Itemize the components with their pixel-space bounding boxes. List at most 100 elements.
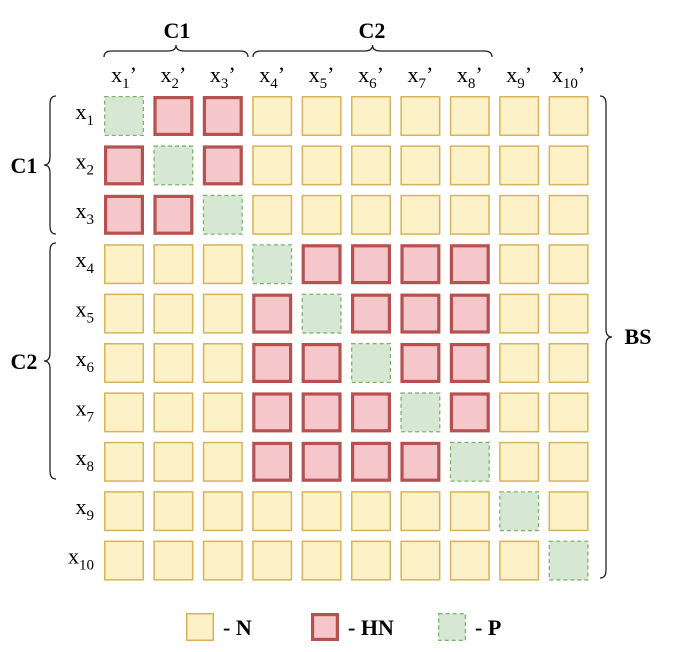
cell [104, 343, 144, 383]
axis-label: x5’ [309, 62, 335, 92]
brace [43, 242, 57, 480]
cell [301, 343, 342, 384]
cell [301, 194, 342, 235]
cell [400, 96, 441, 136]
group-label: C2 [359, 18, 386, 43]
label-base: x [552, 62, 563, 87]
cell [301, 244, 342, 285]
group-label: BS [625, 324, 652, 349]
cell [301, 392, 342, 433]
label-base: x [76, 346, 87, 371]
axis-label: x7 [76, 395, 95, 425]
label-base: x [111, 62, 122, 87]
label-sub: 7 [418, 76, 426, 92]
label-sub: 3 [221, 76, 229, 92]
cell [301, 145, 342, 186]
cell [252, 343, 293, 384]
cell [351, 441, 392, 482]
cell [153, 194, 194, 235]
label-base: x [407, 62, 418, 87]
label-sub: 5 [87, 311, 95, 327]
cell [548, 293, 589, 334]
cell [351, 491, 391, 532]
cell [548, 96, 589, 136]
cell [499, 343, 540, 383]
cell [351, 145, 391, 186]
cell [548, 145, 589, 186]
cell [202, 343, 243, 383]
label-base: x [358, 62, 369, 87]
axis-label: x2 [76, 148, 95, 178]
cell [104, 392, 144, 433]
cell [153, 293, 194, 334]
label-sub: 4 [270, 76, 278, 92]
label-base: x [76, 395, 87, 420]
label-sub: 7 [87, 409, 95, 425]
cell [252, 540, 293, 581]
axis-label: x10 [68, 544, 94, 574]
cell [153, 540, 194, 581]
cell [252, 441, 293, 482]
cell [301, 96, 342, 136]
legend-label: - HN [348, 615, 394, 640]
axis-label: x9 [76, 494, 95, 524]
axis-label: x1’ [111, 62, 137, 92]
cell [104, 96, 145, 137]
cell [548, 540, 589, 581]
axis-label: x9’ [506, 62, 532, 92]
cell [351, 194, 391, 235]
cell [104, 441, 144, 482]
label-sub: 9 [517, 76, 525, 92]
axis-label: x7’ [407, 62, 433, 92]
cell [499, 244, 540, 285]
cell [103, 194, 144, 235]
axis-label: x1 [76, 99, 95, 129]
cell [400, 392, 441, 433]
label-sub: 5 [320, 76, 328, 92]
cell [499, 293, 540, 334]
cell [548, 194, 589, 235]
cell [301, 491, 342, 532]
label-mark: ’ [228, 62, 235, 87]
cell [351, 293, 392, 334]
label-base: x [210, 62, 221, 87]
label-sub: 3 [87, 212, 95, 228]
cell [499, 96, 540, 136]
cell [153, 95, 194, 136]
cell [400, 293, 441, 334]
cell [449, 540, 490, 581]
cell [252, 293, 293, 334]
cell [104, 491, 144, 532]
cell [449, 441, 490, 482]
cell [252, 392, 293, 433]
cell [449, 244, 490, 285]
cell [153, 441, 194, 482]
label-sub: 1 [87, 113, 95, 129]
axis-label: x8 [76, 445, 95, 475]
cell [202, 95, 243, 136]
legend-swatch [437, 613, 466, 642]
cell [202, 194, 243, 235]
legend-swatch [186, 613, 214, 641]
cell [449, 491, 490, 532]
cell [400, 244, 441, 285]
label-base: x [68, 544, 79, 569]
label-base: x [76, 247, 87, 272]
cell [548, 491, 589, 532]
cell [202, 392, 243, 433]
cell [301, 441, 342, 482]
cell [202, 244, 243, 285]
cell [499, 392, 540, 433]
cell [301, 540, 342, 581]
label-sub: 8 [468, 76, 476, 92]
cell [499, 491, 540, 532]
label-mark: ’ [327, 62, 334, 87]
legend-label: - P [475, 615, 501, 640]
label-sub: 6 [87, 360, 95, 376]
cell [351, 96, 391, 136]
label-sub: 1 [122, 76, 130, 92]
label-mark: ’ [278, 62, 285, 87]
label-base: x [76, 198, 87, 223]
cell [104, 244, 144, 285]
